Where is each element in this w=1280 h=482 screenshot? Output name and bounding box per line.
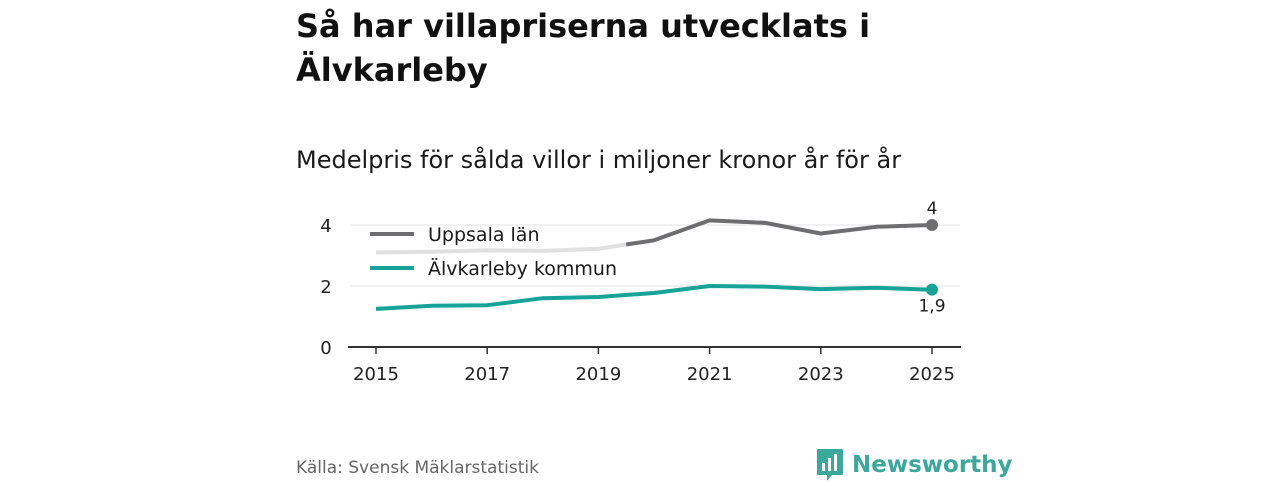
endpoint-alvkarleby — [926, 283, 938, 296]
gridlines — [350, 224, 960, 287]
y-tick-label: 2 — [320, 277, 331, 298]
series-line-alvkarleby — [375, 284, 933, 311]
x-tick-label: 2015 — [353, 364, 399, 385]
chart-title: Så har villapriserna utvecklats i Älvkar… — [296, 7, 871, 89]
endpoint-uppsala — [926, 219, 938, 231]
end-label-uppsala: 4 — [927, 199, 938, 219]
legend: Uppsala län Älvkarleby kommun — [370, 224, 617, 280]
bar-chart-speech-bubble-icon — [817, 449, 843, 481]
x-tick-label: 2021 — [687, 364, 733, 385]
end-label-alvkarleby: 1,9 — [918, 297, 945, 317]
y-tick-label: 0 — [320, 338, 331, 359]
series-line-uppsala-faded — [375, 242, 627, 255]
series-line-uppsala — [625, 218, 933, 247]
chart-subtitle: Medelpris för sålda villor i miljoner kr… — [296, 146, 902, 174]
newsworthy-logo: Newsworthy — [816, 448, 1013, 482]
x-tick-label: 2019 — [575, 364, 621, 385]
legend-item-uppsala-label: Uppsala län — [428, 224, 540, 246]
x-tick-label: 2025 — [909, 364, 955, 385]
legend-item-alvkarleby-label: Älvkarleby kommun — [428, 257, 617, 280]
brand-name: Newsworthy — [852, 452, 1013, 478]
data-labels: 41,9 — [918, 199, 945, 317]
series-lines — [375, 218, 938, 311]
y-tick-label: 4 — [320, 216, 331, 237]
x-tick-label: 2017 — [464, 364, 510, 385]
x-axis: 0 2 4 2015 2017 2019 2021 2023 2025 — [320, 216, 961, 385]
x-tick-label: 2023 — [798, 364, 844, 385]
source-note: Källa: Svensk Mäklarstatistik — [296, 458, 539, 478]
